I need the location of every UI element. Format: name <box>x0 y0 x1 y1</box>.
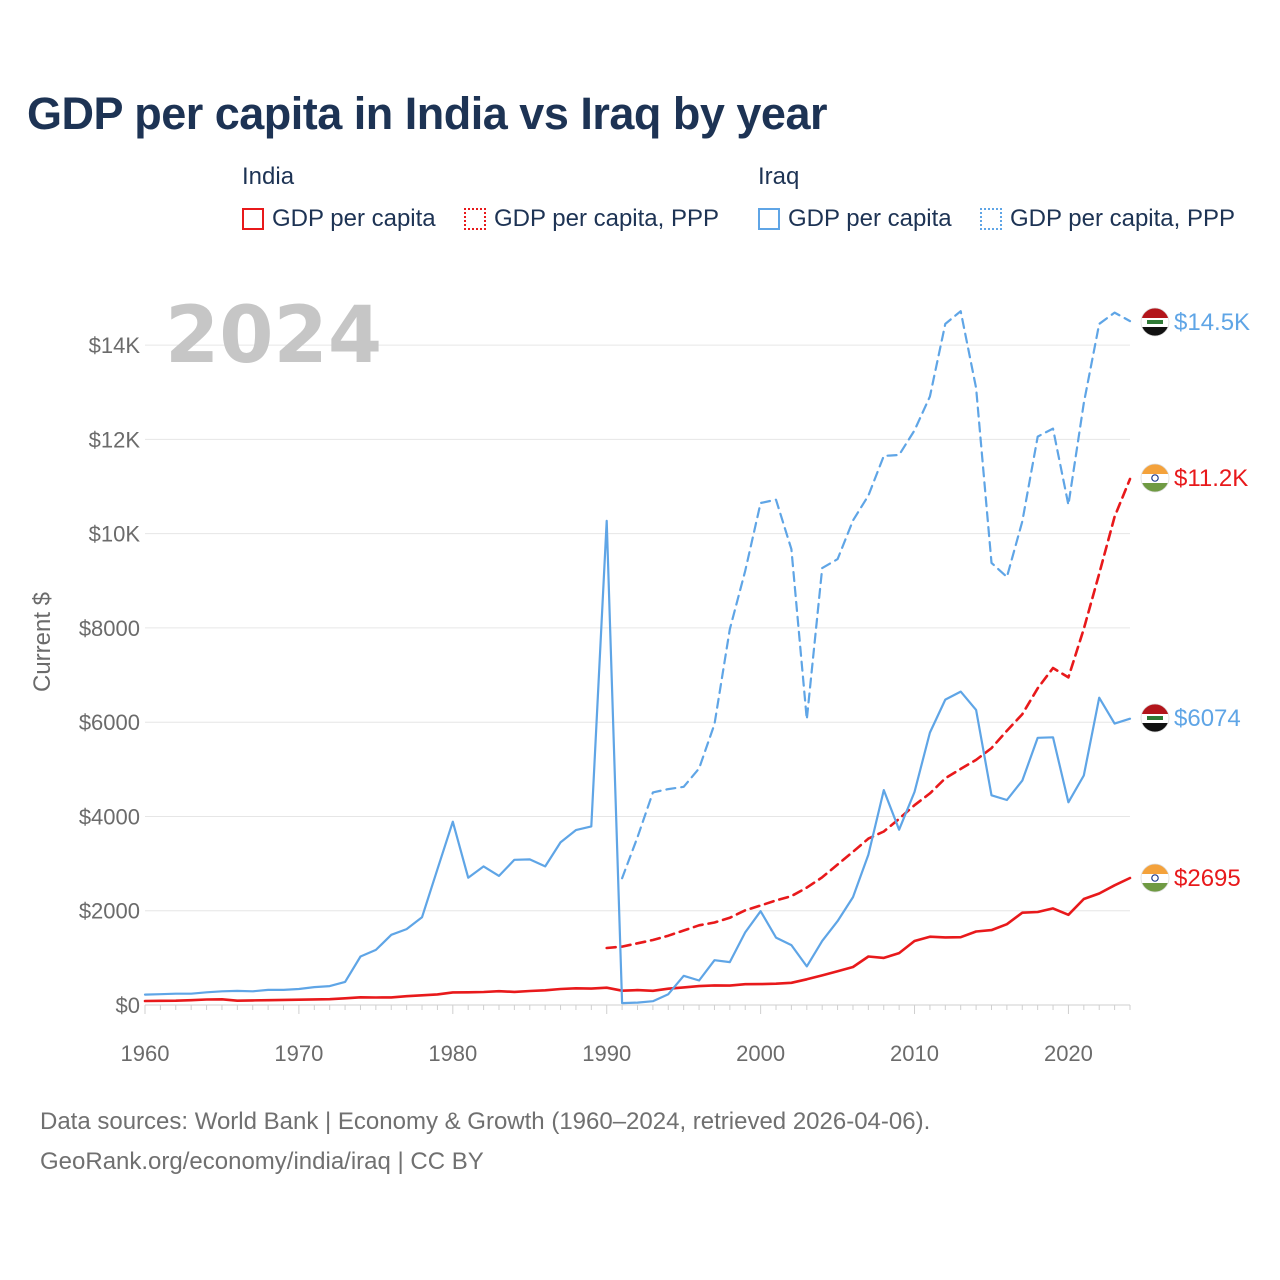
legend-group-india: India <box>242 163 295 190</box>
legend-swatch-solid-red <box>242 208 264 230</box>
y-tick-label: $4000 <box>79 804 140 829</box>
flag-ring <box>1140 703 1170 733</box>
legend-iraq-gdp-ppp[interactable]: GDP per capita, PPP <box>980 204 1235 234</box>
legend-india-gdp-ppp[interactable]: GDP per capita, PPP <box>464 204 719 234</box>
y-tick-label: $10K <box>89 522 141 547</box>
y-tick-label: $8000 <box>79 616 140 641</box>
x-tick-label: 2010 <box>890 1041 939 1066</box>
legend-label: GDP per capita, PPP <box>494 205 719 232</box>
end-value-label: $11.2K <box>1174 465 1248 492</box>
end-value-label: $6074 <box>1174 705 1241 732</box>
india-flag-icon <box>1141 864 1169 892</box>
flag-ring <box>1140 863 1170 893</box>
y-tick-label: $12K <box>89 427 141 452</box>
legend-iraq-gdp[interactable]: GDP per capita <box>758 204 952 234</box>
year-stamp: 2024 <box>165 291 382 381</box>
legend-label: GDP per capita <box>788 205 952 232</box>
series-line-india-gdp[interactable] <box>143 876 1132 1003</box>
flag-ring <box>1140 463 1170 493</box>
x-tick-label: 2020 <box>1044 1041 1093 1066</box>
y-tick-label: $14K <box>89 333 141 358</box>
gridlines <box>145 344 1130 1006</box>
legend-label: GDP per capita, PPP <box>1010 205 1235 232</box>
x-tick-label: 1990 <box>582 1041 631 1066</box>
x-tick-label: 2000 <box>736 1041 785 1066</box>
x-tick-label: 1980 <box>428 1041 477 1066</box>
legend-swatch-solid-blue <box>758 208 780 230</box>
y-tick-label: $6000 <box>79 710 140 735</box>
y-tick-label: $0 <box>116 993 140 1018</box>
end-value-label: $2695 <box>1174 865 1241 892</box>
legend-swatch-dotted-blue <box>980 208 1002 230</box>
iraq-flag-icon <box>1141 308 1169 336</box>
series-line-iraq-ppp[interactable] <box>620 310 1132 880</box>
legend-group-iraq: Iraq <box>758 163 800 190</box>
x-tick-label: 1960 <box>121 1041 170 1066</box>
axes: $0 $2000 $4000 $6000 $8000 $10K $12K $14K 1960 19… <box>79 333 1131 1066</box>
end-labels: $2695 $11.2K $6074 $14.5K <box>1140 307 1250 893</box>
iraq-flag-icon <box>1141 704 1169 732</box>
footer-sources: Data sources: World Bank | Economy & Gro… <box>40 1108 931 1135</box>
india-flag-icon <box>1141 464 1169 492</box>
legend-swatch-dotted-red <box>464 208 486 230</box>
series-line-india-ppp[interactable] <box>605 477 1132 950</box>
y-axis-label: Current $ <box>29 592 56 692</box>
y-tick-label: $2000 <box>79 899 140 924</box>
flag-ring <box>1140 307 1170 337</box>
legend-label: GDP per capita <box>272 205 436 232</box>
series <box>143 310 1132 1005</box>
legend-india-gdp[interactable]: GDP per capita <box>242 204 436 234</box>
x-tick-label: 1970 <box>274 1041 323 1066</box>
footer-credit: GeoRank.org/economy/india/iraq | CC BY <box>40 1148 484 1175</box>
chart-title: GDP per capita in India vs Iraq by year <box>27 88 828 139</box>
end-value-label: $14.5K <box>1174 309 1250 336</box>
series-line-iraq-gdp[interactable] <box>143 519 1132 1005</box>
